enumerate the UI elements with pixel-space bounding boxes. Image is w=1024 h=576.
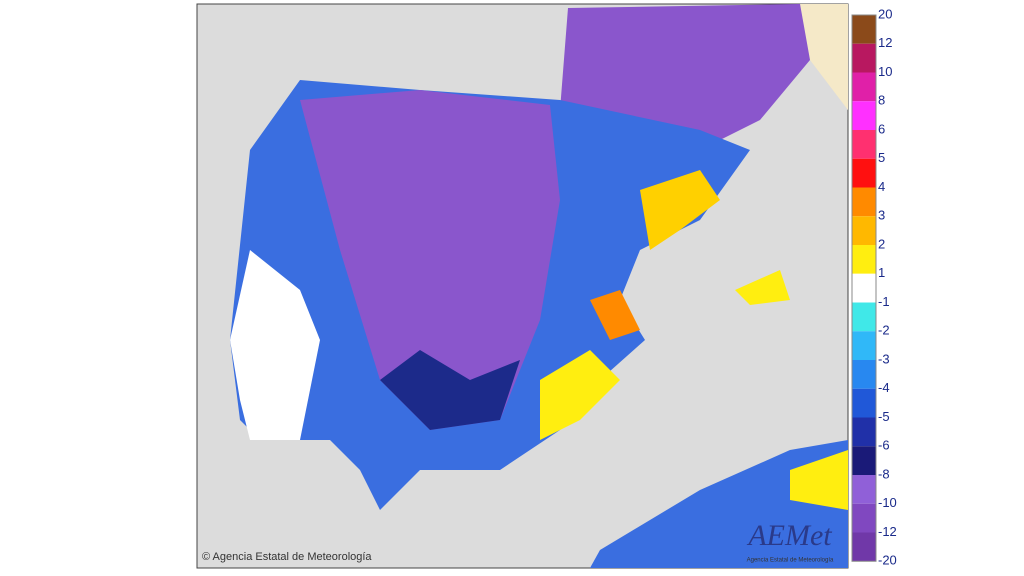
legend-swatch: [852, 503, 876, 533]
interior-cold: [300, 90, 560, 430]
legend-label: 6: [878, 121, 885, 136]
legend-swatch: [852, 302, 876, 332]
legend-swatch: [852, 101, 876, 130]
legend-label: 8: [878, 93, 885, 108]
logo-subtitle: Agencia Estatal de Meteorología: [747, 558, 834, 564]
legend-swatch: [852, 187, 876, 217]
legend-swatch: [852, 475, 876, 504]
legend-label: 12: [878, 35, 892, 50]
logo: AEMet: [746, 519, 832, 552]
legend-swatch: [852, 72, 876, 102]
africa-warm: [790, 450, 848, 510]
africa-coast: [590, 440, 848, 568]
legend-swatch: [852, 158, 876, 188]
legend-border: [851, 14, 877, 562]
legend-label: -4: [878, 380, 890, 395]
legend-label: -10: [878, 495, 897, 510]
legend-label: 10: [878, 64, 892, 79]
legend-label: 4: [878, 179, 885, 194]
legend-label: 5: [878, 150, 885, 165]
legend-swatch: [852, 273, 876, 303]
legend-label: -2: [878, 323, 890, 338]
legend-label: -20: [878, 553, 897, 568]
legend-label: -12: [878, 524, 897, 539]
legend-label: -6: [878, 438, 890, 453]
legend-label: -8: [878, 466, 890, 481]
balearic-islands: [735, 270, 790, 305]
legend-swatch: [852, 216, 876, 245]
legend-swatch: [852, 532, 876, 562]
france-land: [800, 4, 848, 110]
warm-valencia: [590, 290, 640, 340]
legend-swatch: [852, 43, 876, 73]
legend-label: -1: [878, 294, 890, 309]
legend-swatch: [852, 245, 876, 274]
legend-label: -3: [878, 351, 890, 366]
legend-label: -5: [878, 409, 890, 424]
legend-swatch: [852, 15, 876, 44]
warm-east: [640, 170, 720, 250]
legend-label: 20: [878, 6, 892, 21]
legend-swatch: [852, 130, 876, 159]
legend-label: 3: [878, 208, 885, 223]
legend-swatch: [852, 446, 876, 475]
legend-swatch: [852, 360, 876, 389]
portugal-land: [230, 250, 320, 440]
legend-label: 2: [878, 236, 885, 251]
copyright: © Agencia Estatal de Meteorología: [202, 551, 372, 563]
dark-cold: [380, 350, 520, 430]
warm-southeast: [540, 350, 620, 440]
legend-label: 1: [878, 265, 885, 280]
legend-swatch: [852, 388, 876, 418]
legend-swatch: [852, 331, 876, 360]
legend-swatch: [852, 417, 876, 447]
